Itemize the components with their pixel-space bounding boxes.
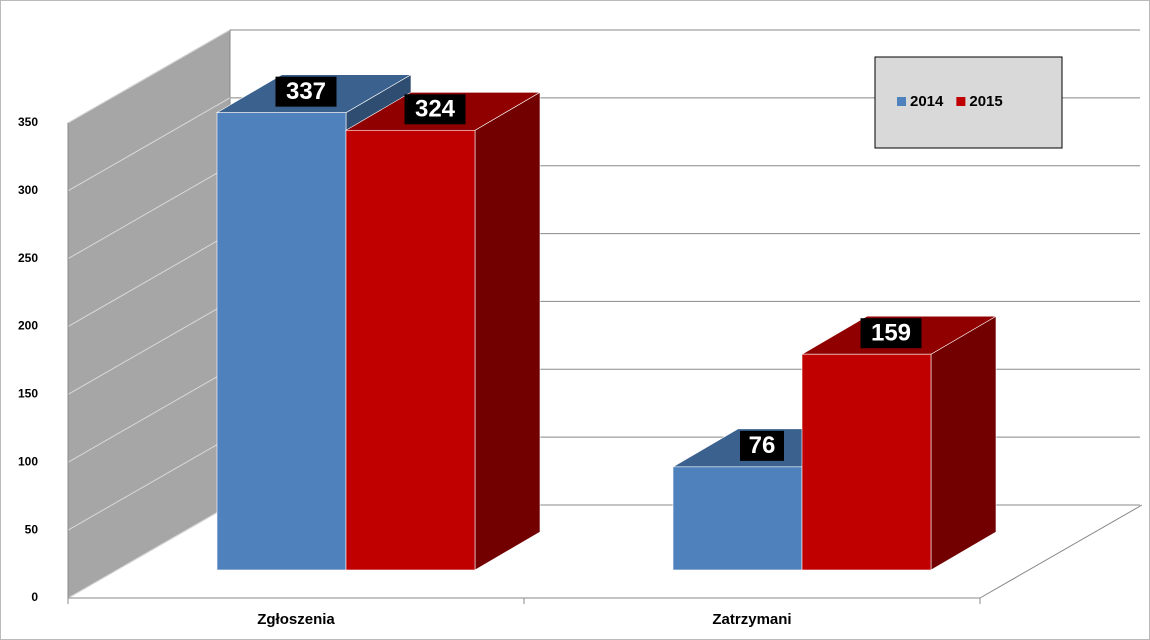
x-tick-label: Zgłoszenia [257, 611, 335, 628]
legend-label: 2014 [910, 93, 944, 110]
floor-edge [979, 504, 1143, 599]
legend-swatch [897, 97, 906, 106]
grid-line [67, 504, 231, 599]
grid-line [67, 97, 231, 192]
bar [672, 466, 803, 571]
bar [801, 353, 932, 571]
x-tick-label: Zatrzymani [712, 611, 791, 628]
y-tick-label: 300 [18, 183, 38, 197]
legend-swatch [956, 97, 966, 106]
value-label: 159 [871, 320, 911, 347]
value-label: 76 [749, 432, 776, 459]
y-tick-label: 150 [18, 387, 38, 401]
grid-line [67, 368, 231, 463]
y-tick-label: 100 [18, 454, 38, 468]
bar-side [930, 315, 997, 571]
legend-box [874, 56, 1063, 149]
grid-line [67, 29, 231, 124]
value-label-box [860, 318, 922, 349]
value-label: 337 [286, 78, 326, 105]
y-tick-label: 250 [18, 251, 38, 265]
y-tick-label: 350 [18, 115, 38, 129]
y-tick-label: 50 [25, 522, 39, 536]
grid-line [67, 300, 231, 395]
legend-label: 2015 [969, 93, 1002, 110]
value-label-box [275, 76, 337, 107]
bar [216, 112, 347, 571]
y-tick-label: 0 [31, 590, 38, 604]
value-label-box [404, 94, 466, 125]
y-tick-label: 200 [18, 319, 38, 333]
grid-line [67, 165, 231, 260]
value-label: 324 [415, 96, 456, 123]
grid-line [67, 233, 231, 328]
value-label-box [740, 430, 784, 461]
bar-side [474, 91, 541, 571]
side-wall [67, 29, 231, 599]
grid-line [67, 436, 231, 531]
bar [345, 129, 476, 571]
